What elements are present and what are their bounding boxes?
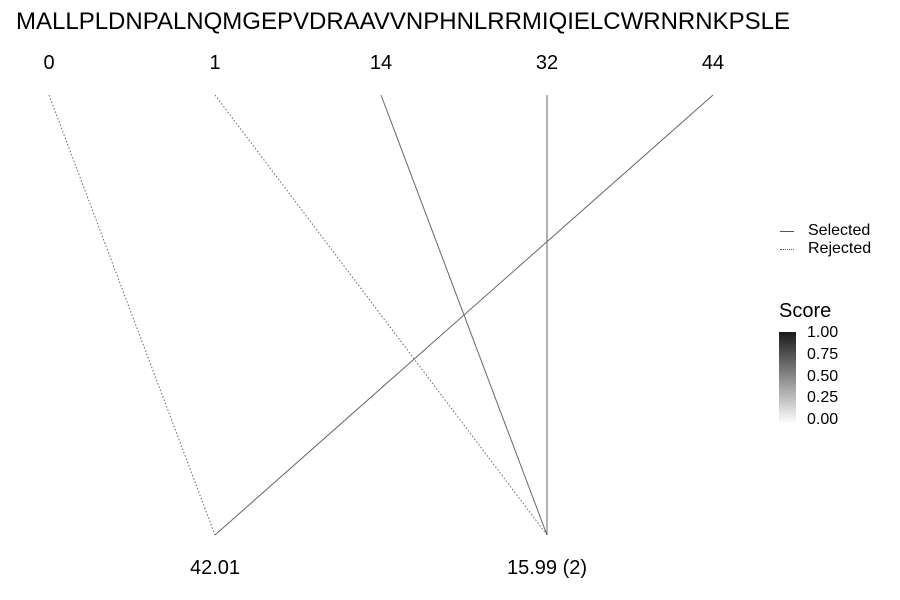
score-legend-title: Score bbox=[779, 300, 832, 322]
top-position-label-14: 14 bbox=[369, 52, 393, 74]
connection-line-44-to-42 bbox=[214, 94, 714, 536]
score-tick-0-50: 0.50 bbox=[807, 368, 839, 385]
top-position-label-1: 1 bbox=[209, 52, 221, 74]
connection-line-0-to-42 bbox=[48, 94, 216, 536]
top-position-label-0: 0 bbox=[43, 52, 55, 74]
score-tick-0-00: 0.00 bbox=[807, 411, 839, 428]
score-tick-1-00: 1.00 bbox=[807, 324, 839, 341]
top-position-label-32: 32 bbox=[535, 52, 559, 74]
dotted-line-key bbox=[780, 248, 794, 250]
score-colorbar bbox=[779, 332, 796, 424]
bottom-score-label-42: 42.01 bbox=[189, 557, 241, 579]
legend-selected: Selected bbox=[780, 222, 870, 240]
connection-line-1-to-15 bbox=[214, 94, 548, 536]
bottom-score-label-15: 15.99 (2) bbox=[506, 557, 588, 579]
score-tick-0-75: 0.75 bbox=[807, 346, 839, 363]
peptide-sequence: MALLPLDNPALNQMGEPVDRAAVVNPHNLRRMIQIELCWR… bbox=[16, 8, 790, 35]
solid-line-key bbox=[780, 230, 794, 232]
score-tick-0-25: 0.25 bbox=[807, 389, 839, 406]
legend-selected-label: Selected bbox=[808, 222, 871, 239]
legend-rejected: Rejected bbox=[780, 240, 871, 258]
legend-rejected-label: Rejected bbox=[808, 240, 872, 257]
top-position-label-44: 44 bbox=[701, 52, 725, 74]
